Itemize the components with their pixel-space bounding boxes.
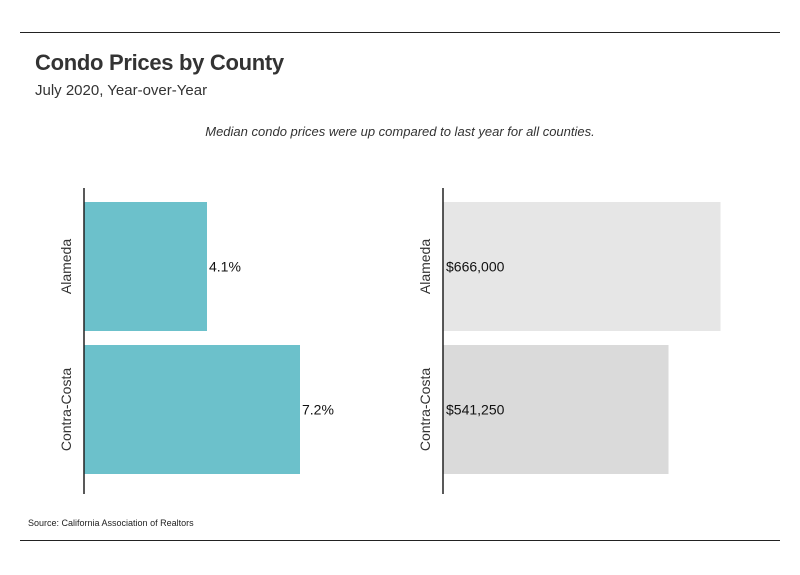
price-value-label: $666,000 (446, 259, 505, 275)
source-note: Source: California Association of Realto… (28, 518, 194, 528)
bottom-rule (20, 540, 780, 541)
chart-subtitle: July 2020, Year-over-Year (35, 82, 208, 99)
price-bar-contra-costa (443, 345, 669, 474)
price-value-label: $541,250 (446, 402, 505, 418)
pct-bar-alameda (84, 202, 207, 331)
pct-bar-contra-costa (84, 345, 300, 474)
price-chart: Alameda $666,000 Contra-Costa $541,250 (417, 188, 721, 494)
price-category-label: Alameda (417, 239, 433, 294)
price-bar-alameda (443, 202, 721, 331)
pct-value-label: 7.2% (302, 402, 334, 418)
top-rule (20, 32, 780, 33)
price-category-label: Contra-Costa (417, 368, 433, 451)
pct-chart: Alameda 4.1% Contra-Costa 7.2% (58, 188, 334, 494)
chart-title: Condo Prices by County (35, 50, 284, 75)
pct-category-label: Alameda (58, 239, 74, 294)
chart-note: Median condo prices were up compared to … (205, 124, 595, 139)
pct-category-label: Contra-Costa (58, 368, 74, 451)
pct-value-label: 4.1% (209, 259, 241, 275)
